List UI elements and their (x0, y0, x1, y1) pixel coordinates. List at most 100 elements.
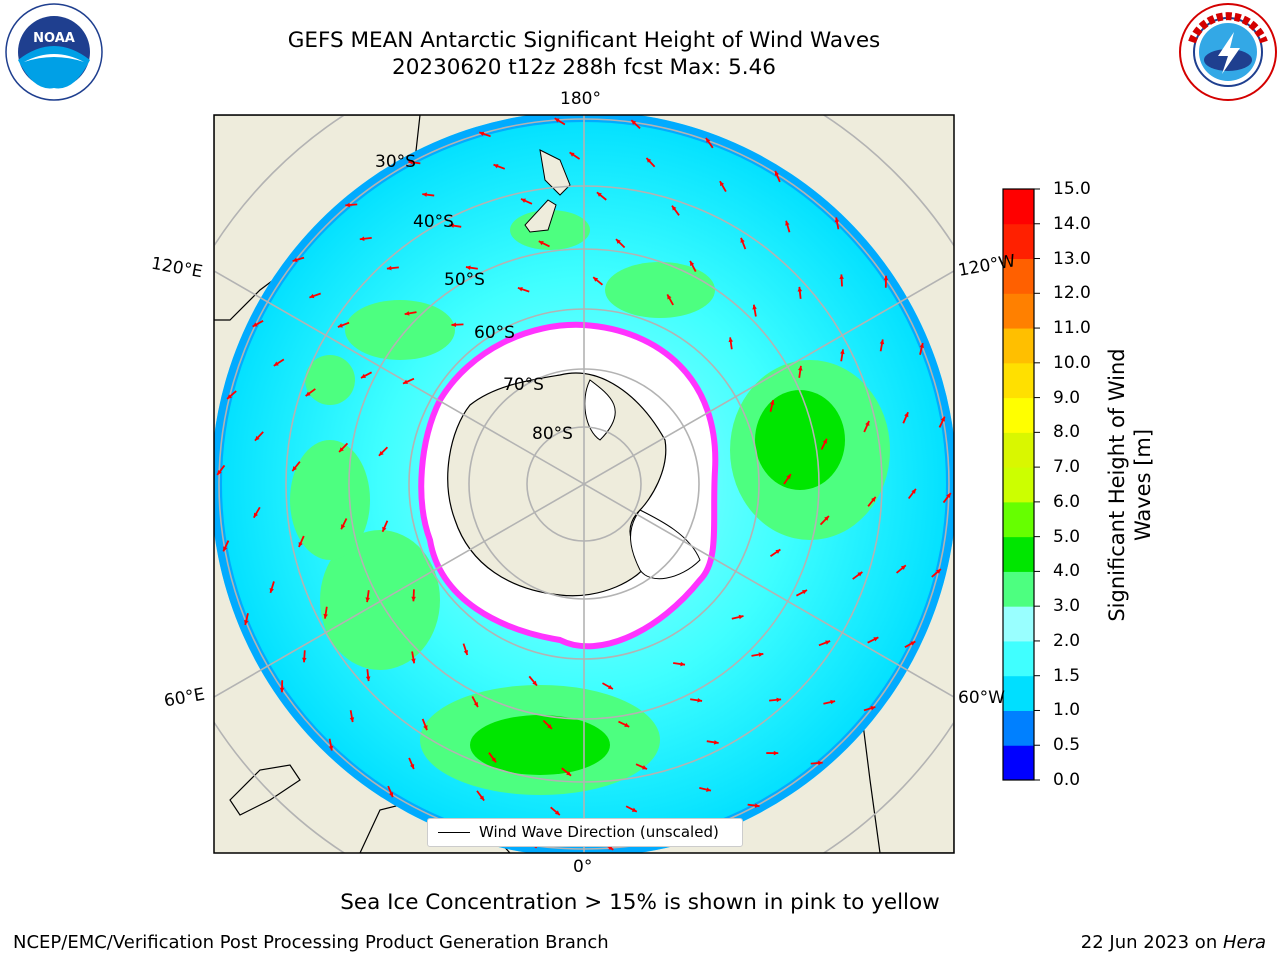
wind-arrow-head (538, 241, 544, 246)
wind-arrow-head (253, 512, 258, 518)
wind-arrow-head (719, 181, 725, 187)
colorbar-tick-label: 12.0 (1053, 283, 1091, 304)
wind-arrow-head (349, 717, 355, 723)
colorbar-tick-label: 0.0 (1053, 770, 1081, 790)
wind-arrow-head (273, 361, 279, 366)
colorbar (1003, 188, 1040, 781)
colorbar-cell (1003, 571, 1034, 607)
wind-arrow-head (919, 343, 924, 348)
wind-arrow-head (900, 565, 906, 570)
wind-arrow-head (365, 597, 370, 603)
wave-height-field (214, 115, 954, 853)
wind-arrow-head (596, 192, 602, 197)
wind-arrow-head (825, 640, 831, 645)
wind-arrow-head (857, 571, 863, 577)
wind-arrow-head (382, 526, 387, 532)
colorbar-cell (1003, 432, 1034, 468)
wind-arrow-head (254, 435, 260, 441)
wind-arrow-head (465, 265, 471, 270)
new-zealand-south (524, 199, 557, 233)
wind-arrow-head (680, 661, 686, 667)
wind-arrow-head (752, 304, 757, 310)
wind-arrow-head (758, 652, 764, 657)
wind-arrow-head (785, 220, 790, 226)
wind-arrow-head (532, 680, 537, 686)
lat-label-50s: 50°S (444, 270, 485, 290)
colorbar-tick-label: 6.0 (1053, 491, 1081, 512)
wind-arrow-head (359, 236, 365, 241)
wind-arrow-head (302, 657, 307, 663)
wind-arrows (216, 117, 952, 851)
wind-arrow-head (910, 641, 916, 646)
footer-left: NCEP/EMC/Verification Post Processing Pr… (13, 932, 609, 953)
colorbar-cell (1003, 675, 1034, 711)
wind-arrow-head (493, 164, 499, 169)
footer-right: 22 Jun 2023 on Hera (1081, 932, 1266, 953)
legend-label: Wind Wave Direction (unscaled) (479, 823, 719, 841)
noaa-logo: NOAA (5, 3, 103, 101)
wind-arrow-head (491, 757, 497, 763)
colorbar-tick-label: 9.0 (1053, 387, 1081, 408)
new-zealand-north (539, 149, 571, 196)
wind-arrow-head (824, 515, 829, 521)
wind-arrow-head (449, 223, 455, 228)
wind-arrow-head (774, 170, 780, 176)
colorbar-tick-label: 10.0 (1053, 352, 1091, 373)
ice-shelf (584, 379, 616, 441)
wind-arrow-head (802, 590, 808, 595)
colorbar-tick-label: 4.0 (1053, 561, 1081, 582)
wind-arrow-head (904, 412, 909, 418)
wind-arrow-head (323, 613, 328, 619)
wind-arrow-head (292, 466, 297, 472)
wind-arrow-head (608, 845, 614, 850)
antarctica-land (447, 372, 667, 597)
colorbar-cell (1003, 258, 1034, 294)
wind-arrow-head (305, 391, 311, 397)
wind-arrow-head (865, 420, 870, 426)
wind-arrow-head (946, 493, 951, 498)
colorbar-tick-label: 11.0 (1053, 318, 1091, 339)
wind-arrow-head (451, 322, 457, 328)
colorbar-tick-label: 14.0 (1053, 213, 1091, 234)
wind-arrow-head (386, 265, 392, 271)
legend: Wind Wave Direction (unscaled) (427, 818, 743, 847)
lon-label-0: 0° (573, 857, 593, 877)
colorbar-cell (1003, 606, 1034, 642)
noaa-logo-text: NOAA (33, 31, 75, 46)
nws-logo (1179, 3, 1277, 101)
colorbar-cell (1003, 501, 1034, 538)
wind-arrow-head (728, 337, 734, 343)
colorbar-tick-label: 13.0 (1053, 248, 1091, 269)
wind-arrow-head (252, 322, 258, 327)
wind-arrow-head (713, 740, 719, 745)
chart-subtitle: 20230620 t12z 288h fcst Max: 5.46 (392, 55, 776, 80)
colorbar-tick-label: 3.0 (1053, 596, 1081, 617)
wind-arrow-head (642, 765, 648, 770)
wind-arrow-head (615, 239, 621, 244)
wind-arrow-head (624, 722, 630, 727)
wind-arrow-head (378, 450, 384, 456)
wind-arrow-head (409, 763, 415, 769)
legend-line-sample (438, 832, 470, 833)
wind-arrow-head (339, 447, 344, 453)
wind-arrow-head (776, 697, 782, 703)
wind-arrow-head (770, 400, 775, 405)
wind-arrow-head (337, 323, 343, 328)
colorbar-tick-label: 5.0 (1053, 526, 1081, 547)
colorbar-tick-label: 0.5 (1053, 735, 1081, 756)
wind-arrow-head (279, 687, 285, 693)
wind-arrow-head (873, 637, 879, 642)
chart-title: GEFS MEAN Antarctic Significant Height o… (287, 28, 881, 53)
wind-arrow-head (341, 524, 346, 530)
wind-arrow-head (822, 438, 827, 444)
wind-arrow-head (360, 373, 366, 378)
wind-arrow-head (870, 706, 876, 711)
wind-arrow-head (883, 275, 889, 281)
colorbar-tick-label: 1.5 (1053, 665, 1081, 686)
lat-label-30s: 30°S (375, 152, 416, 172)
colorbar-tick-label: 15.0 (1053, 179, 1091, 199)
colorbar-cell (1003, 397, 1034, 433)
colorbar-cell (1003, 536, 1034, 572)
graticule (214, 115, 954, 853)
colorbar-cell (1003, 710, 1034, 746)
